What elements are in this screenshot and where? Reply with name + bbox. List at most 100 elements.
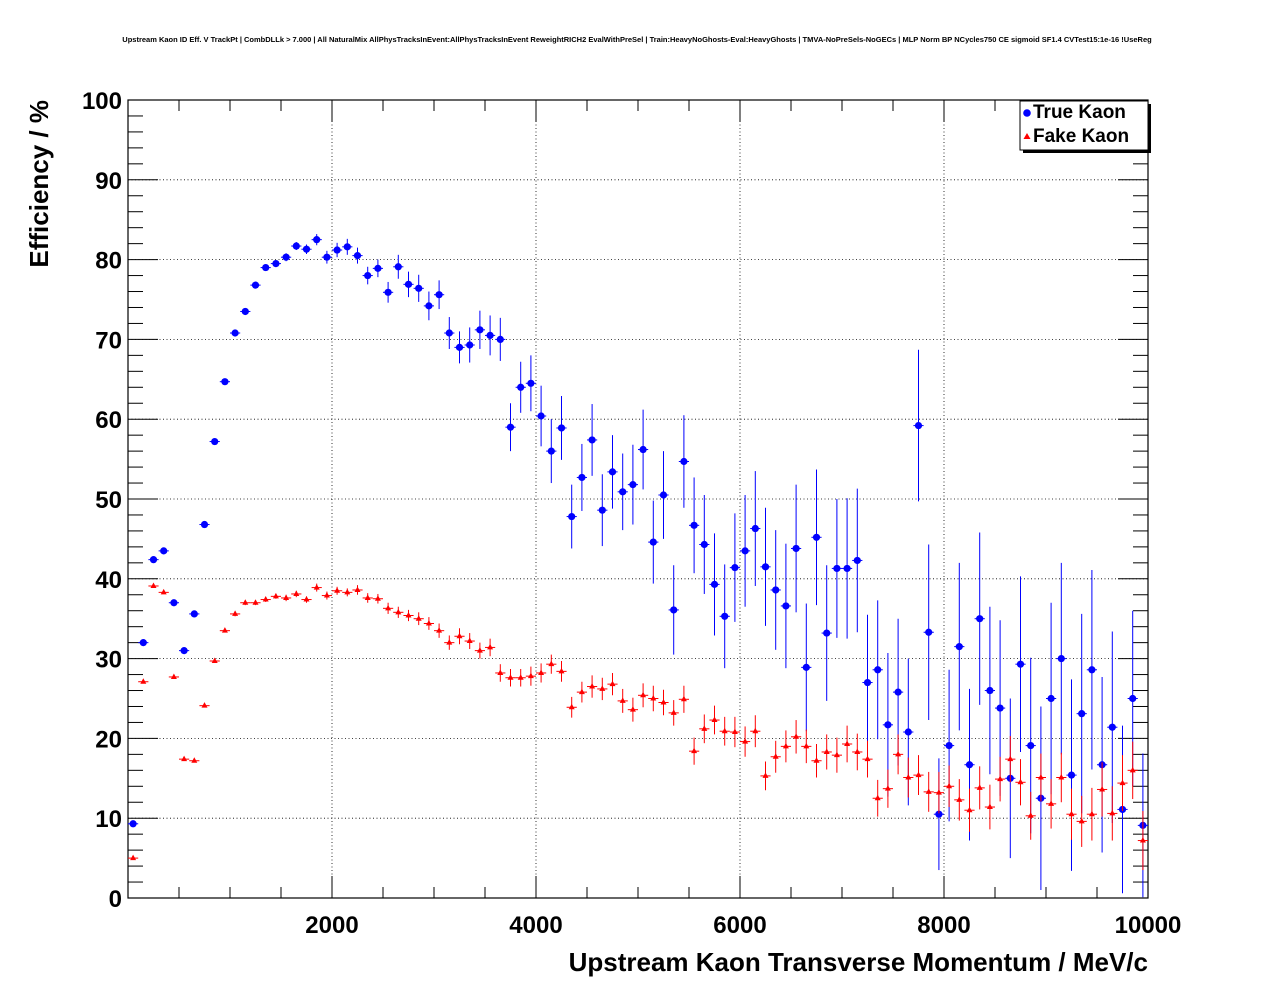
data-point bbox=[436, 627, 443, 633]
data-point bbox=[659, 491, 668, 499]
data-point bbox=[568, 703, 575, 710]
data-point bbox=[1139, 837, 1146, 843]
data-point bbox=[496, 335, 504, 343]
y-tick-label: 30 bbox=[95, 647, 122, 674]
data-point bbox=[864, 755, 871, 762]
data-point bbox=[640, 691, 647, 698]
x-tick-label: 6000 bbox=[713, 912, 766, 939]
data-point bbox=[986, 686, 994, 695]
data-point bbox=[292, 242, 300, 250]
data-point bbox=[956, 796, 963, 802]
data-point bbox=[721, 612, 729, 620]
x-tick-label: 10000 bbox=[1115, 912, 1182, 939]
data-point bbox=[710, 580, 719, 588]
data-point bbox=[149, 556, 158, 564]
data-point bbox=[1037, 774, 1044, 780]
data-point bbox=[364, 271, 372, 280]
y-tick-label: 90 bbox=[95, 168, 122, 195]
data-point bbox=[333, 246, 341, 254]
data-point bbox=[914, 421, 923, 430]
data-point bbox=[232, 610, 239, 616]
legend-box bbox=[1019, 100, 1149, 151]
legend-true-kaon-marker bbox=[1023, 109, 1031, 117]
data-point bbox=[313, 236, 321, 244]
data-point bbox=[201, 702, 208, 708]
y-tick-label: 80 bbox=[95, 248, 122, 275]
data-point bbox=[170, 599, 178, 607]
data-point bbox=[589, 683, 596, 689]
data-point bbox=[925, 628, 933, 636]
series-fake-kaon bbox=[128, 582, 1148, 871]
data-point bbox=[823, 629, 831, 637]
data-point bbox=[1007, 755, 1014, 762]
data-point bbox=[405, 612, 412, 618]
data-point bbox=[629, 481, 637, 489]
x-tick-label: 8000 bbox=[917, 912, 970, 939]
data-point bbox=[425, 302, 433, 310]
data-point bbox=[884, 785, 891, 791]
data-point bbox=[558, 667, 565, 674]
data-point bbox=[425, 619, 432, 626]
data-point bbox=[1088, 810, 1095, 817]
data-point bbox=[1108, 723, 1116, 731]
data-point bbox=[283, 594, 290, 600]
data-point bbox=[1068, 810, 1075, 817]
data-point bbox=[905, 774, 912, 780]
legend-true-kaon-label: True Kaon bbox=[1033, 102, 1126, 123]
data-point bbox=[1078, 817, 1085, 824]
data-point bbox=[160, 588, 167, 595]
data-point bbox=[650, 695, 657, 701]
data-point bbox=[966, 806, 973, 813]
data-point bbox=[812, 533, 821, 541]
data-point bbox=[404, 280, 413, 288]
data-point bbox=[384, 288, 392, 296]
data-point bbox=[670, 606, 678, 614]
data-point bbox=[619, 488, 627, 496]
data-point bbox=[415, 615, 422, 621]
data-point bbox=[823, 748, 830, 754]
data-point bbox=[844, 740, 851, 746]
data-point bbox=[150, 582, 157, 588]
data-point bbox=[364, 594, 371, 600]
data-point bbox=[200, 520, 209, 529]
data-point bbox=[415, 284, 423, 292]
y-tick-label: 100 bbox=[82, 88, 122, 115]
y-tick-label: 50 bbox=[95, 487, 122, 514]
data-point bbox=[1057, 655, 1065, 663]
data-point bbox=[272, 259, 280, 268]
data-point bbox=[211, 657, 218, 663]
data-point bbox=[241, 307, 249, 316]
data-point bbox=[1058, 774, 1065, 780]
data-point bbox=[517, 674, 524, 680]
data-point bbox=[853, 556, 861, 565]
data-point bbox=[445, 329, 453, 337]
data-point bbox=[1027, 741, 1035, 750]
data-point bbox=[782, 742, 789, 749]
data-point bbox=[394, 263, 402, 271]
data-point bbox=[608, 468, 617, 476]
data-point bbox=[395, 608, 402, 615]
data-point bbox=[1109, 809, 1116, 816]
data-point bbox=[742, 738, 749, 744]
data-point bbox=[466, 341, 474, 349]
data-point bbox=[221, 378, 229, 386]
data-point bbox=[588, 436, 596, 444]
data-point bbox=[874, 666, 882, 674]
data-point bbox=[139, 639, 147, 647]
data-point bbox=[140, 678, 147, 684]
data-point bbox=[446, 639, 453, 645]
data-point bbox=[191, 757, 198, 763]
data-point bbox=[129, 820, 137, 828]
data-point bbox=[353, 252, 362, 260]
data-point bbox=[915, 771, 922, 778]
data-point bbox=[1088, 666, 1096, 674]
data-point bbox=[374, 595, 381, 601]
data-point bbox=[354, 586, 361, 592]
data-point bbox=[293, 590, 300, 596]
data-point bbox=[965, 761, 974, 769]
x-tick-label: 4000 bbox=[509, 912, 562, 939]
data-point bbox=[761, 563, 770, 571]
data-point bbox=[731, 728, 738, 735]
data-point bbox=[181, 755, 188, 762]
data-point bbox=[955, 643, 963, 651]
